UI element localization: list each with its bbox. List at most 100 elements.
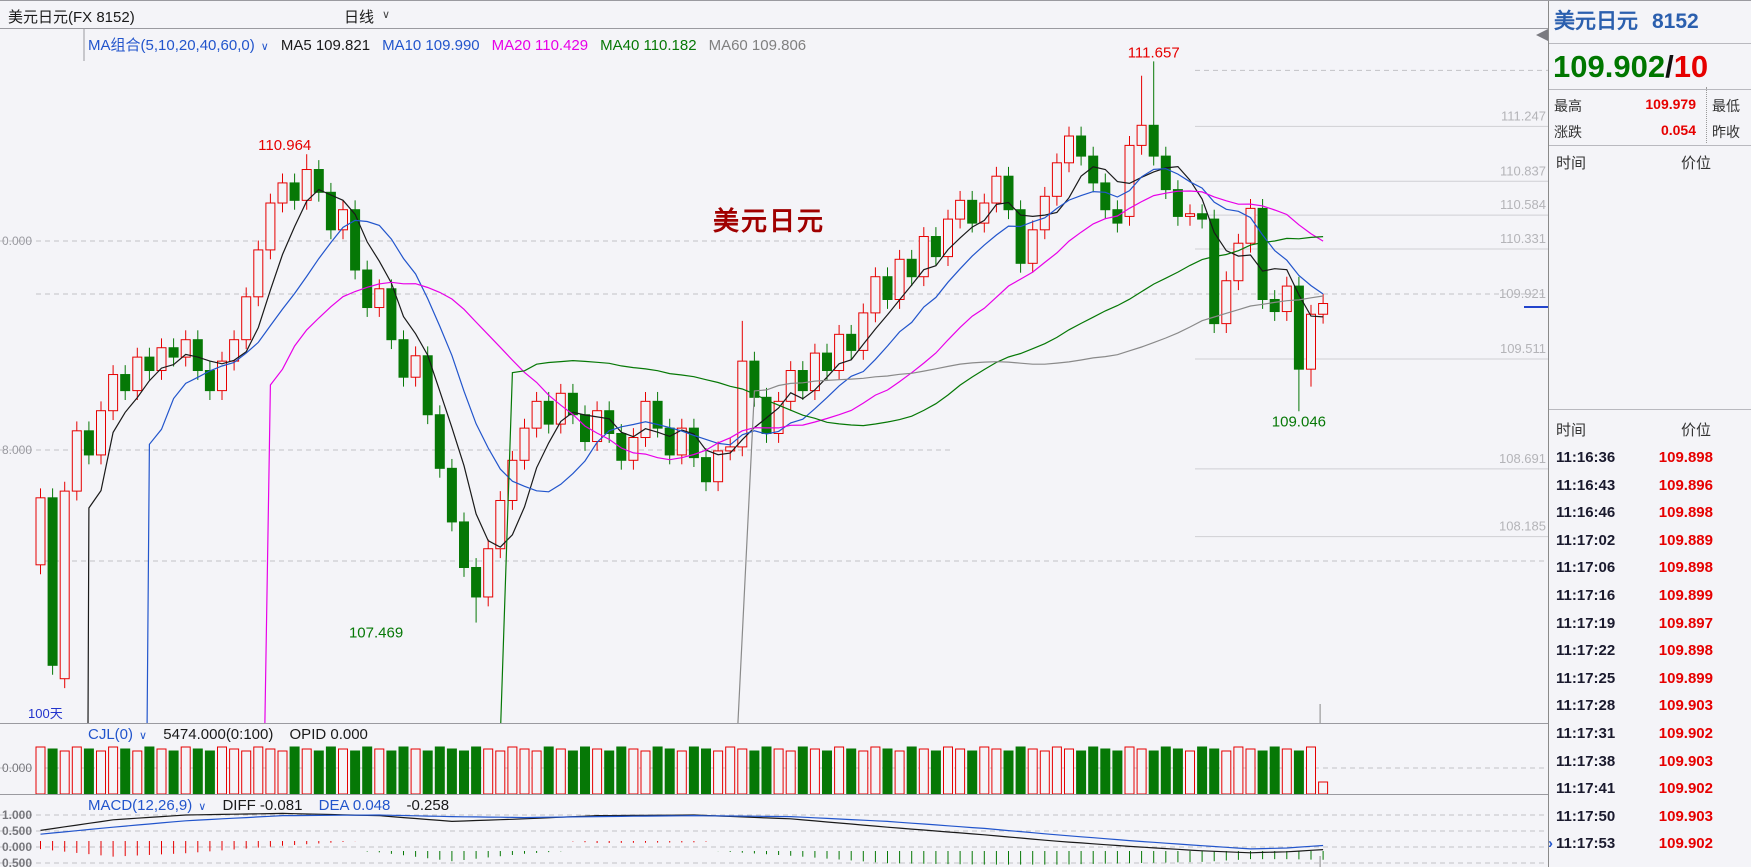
chart-canvas[interactable]: 0.000 8.000 111.247 110.837 110.584 110.331 10…	[0, 1, 1548, 867]
cjl-bar	[737, 748, 748, 794]
cjl-bar	[241, 750, 252, 794]
left-axis-partial-label: 0.000	[2, 234, 32, 248]
time-sales-list[interactable]: 11:16:36 109.898 11:16:43 109.896 11:16:46 10…	[1549, 445, 1751, 859]
time-sales-row[interactable]: 11:17:16 109.899	[1549, 583, 1751, 611]
panel-divider[interactable]	[1548, 1, 1549, 867]
separator	[1549, 145, 1751, 146]
time-sales-row[interactable]: 11:17:19 109.897	[1549, 611, 1751, 639]
right-axis-price-label: 111.247	[1501, 108, 1546, 123]
cjl-bar	[83, 748, 94, 794]
cjl-bar	[701, 748, 711, 794]
panel-collapse-icon[interactable]	[1536, 29, 1548, 41]
time-sales-row[interactable]: 11:17:25 109.899	[1549, 666, 1751, 694]
time-sales-row[interactable]: 11:17:38 109.903	[1549, 749, 1751, 777]
trade-time: 11:17:28	[1556, 697, 1616, 715]
macd-axis-partial-label: 0.500	[2, 856, 32, 867]
cjl-bar	[652, 746, 663, 794]
cjl-bar	[507, 746, 518, 794]
cjl-bar	[386, 750, 397, 794]
cjl-bar	[761, 746, 772, 794]
trade-price: 109.902	[1658, 724, 1713, 742]
time-sales-row[interactable]: 11:16:46 109.898	[1549, 500, 1751, 528]
macd-dea-line	[40, 814, 1324, 850]
price-extreme-label: 111.657	[1128, 44, 1180, 61]
cjl-bar	[398, 746, 409, 794]
macd-diff-line	[40, 812, 1324, 854]
separator	[1549, 409, 1751, 410]
cjl-bar	[616, 746, 627, 794]
cjl-bar	[35, 746, 46, 794]
time-sales-row[interactable]: 11:16:36 109.898	[1549, 445, 1751, 473]
cjl-bar	[1124, 746, 1135, 794]
time-sales-row[interactable]: 11:17:02 109.889	[1549, 528, 1751, 556]
cjl-bar	[144, 746, 155, 794]
orders-table-header: 时间 价位	[1556, 155, 1711, 172]
time-sales-row[interactable]: 11:17:41 109.902	[1549, 776, 1751, 804]
ma-value-ma20: MA20 110.429	[491, 37, 589, 54]
cjl-bar	[434, 746, 445, 794]
trade-time: 11:17:16	[1556, 586, 1616, 604]
period-selector[interactable]: 日线	[344, 9, 375, 26]
chevron-down-icon[interactable]: ∨	[260, 41, 269, 53]
watermark-symbol-label: 美元日元	[713, 206, 826, 236]
ma-combo-label[interactable]: MA组合(5,10,20,40,60,0)	[88, 37, 255, 54]
instrument-title: 美元日元(FX 8152)	[8, 9, 135, 26]
trade-time: 11:17:31	[1556, 724, 1616, 742]
ma60-line	[737, 295, 1324, 723]
cjl-bar	[1293, 750, 1304, 794]
macd-axis-partial-label: 1.000	[2, 808, 32, 822]
cjl-bar	[289, 746, 300, 794]
candlestick-series	[35, 61, 1329, 689]
cjl-bar	[192, 748, 203, 794]
macd-axis-partial-label: 0.500	[2, 824, 32, 838]
quote-title: 美元日元 8152	[1554, 5, 1699, 35]
cjl-bar	[108, 746, 119, 794]
time-sales-row[interactable]: 11:17:50 109.903	[1549, 804, 1751, 832]
cjl-bar	[809, 748, 820, 794]
ask-price-cut: 10	[1673, 49, 1709, 84]
trade-time: 11:17:02	[1556, 531, 1616, 549]
cjl-bar	[1003, 750, 1014, 794]
x-axis-range-label: 100天	[28, 706, 63, 721]
trade-price: 109.902	[1658, 835, 1713, 853]
cjl-bar	[217, 746, 227, 794]
time-sales-row[interactable]: 11:17:22 109.898	[1549, 638, 1751, 666]
cjl-bar	[1172, 748, 1183, 794]
ma-value-ma10: MA10 109.990	[382, 37, 480, 54]
cjl-bar	[483, 748, 494, 794]
cjl-bar	[459, 750, 469, 794]
cjl-bar	[834, 746, 845, 794]
trade-time: 11:17:25	[1556, 669, 1616, 687]
cjl-bar	[132, 750, 143, 794]
chevron-down-icon[interactable]: ∨	[382, 9, 391, 21]
trade-time: 11:17:06	[1556, 559, 1616, 577]
time-sales-row[interactable]: ›11:17:53 109.902	[1549, 831, 1751, 859]
right-axis-price-label: 109.921	[1499, 286, 1546, 301]
trade-price: 109.896	[1658, 476, 1713, 494]
macd-axis-partial-label: 0.000	[2, 840, 32, 854]
cjl-bar	[519, 748, 530, 794]
cjl-bar	[1245, 748, 1256, 794]
stats-row-change: 涨跌 0.054 昨收	[1554, 122, 1740, 140]
ma40-line	[500, 236, 1324, 723]
price-extreme-label: 110.964	[258, 137, 311, 154]
cjl-bar	[930, 750, 941, 794]
time-sales-row[interactable]: 11:17:06 109.898	[1549, 555, 1751, 583]
bid-ask-price: 109.902/10	[1553, 49, 1709, 84]
chevron-down-icon[interactable]: ∨	[139, 730, 148, 742]
time-sales-row[interactable]: 11:16:43 109.896	[1549, 473, 1751, 501]
trade-price: 109.903	[1658, 807, 1713, 825]
quote-code: 8152	[1652, 10, 1699, 33]
trade-time: 11:17:22	[1556, 642, 1616, 660]
ma20-line	[264, 190, 1324, 723]
macd-label[interactable]: MACD(12,26,9)	[88, 797, 193, 814]
trade-time: 11:16:36	[1556, 449, 1616, 466]
cjl-label[interactable]: CJL(0)	[88, 726, 134, 743]
cjl-bar	[204, 750, 215, 794]
time-sales-row[interactable]: 11:17:31 109.902	[1549, 721, 1751, 749]
cjl-pane: 0.000	[0, 746, 1548, 794]
time-sales-header: 时间 价位	[1556, 422, 1711, 439]
trade-time: 11:17:19	[1556, 614, 1616, 632]
time-sales-row[interactable]: 11:17:28 109.903	[1549, 693, 1751, 721]
chevron-down-icon[interactable]: ∨	[198, 801, 207, 813]
